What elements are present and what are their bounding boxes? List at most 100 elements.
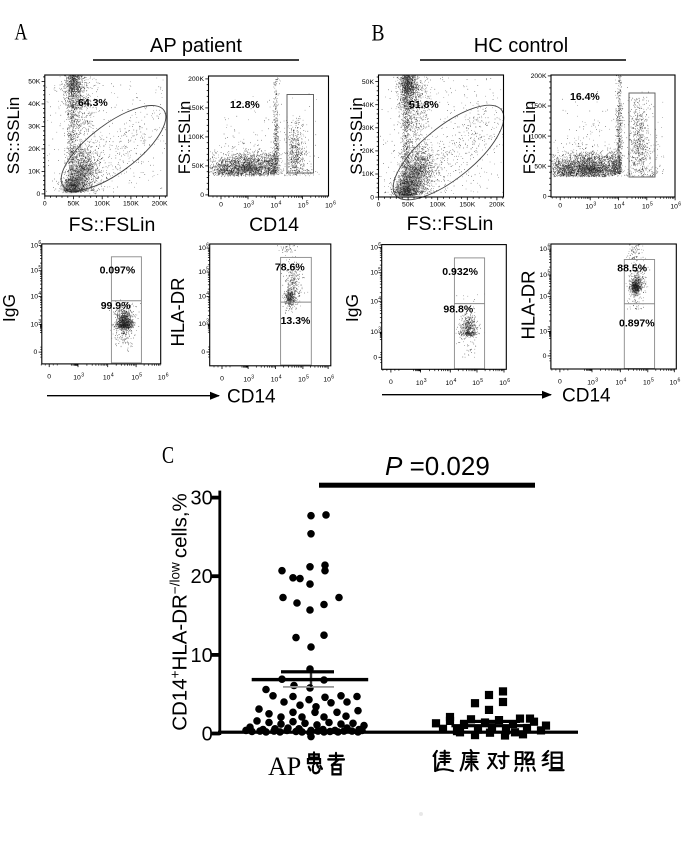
svg-text:50K: 50K — [28, 79, 41, 86]
svg-text:20: 20 — [191, 566, 213, 588]
svg-text:16.4%: 16.4% — [570, 91, 600, 103]
svg-text:10: 10 — [585, 204, 593, 211]
svg-text:6: 6 — [378, 242, 381, 248]
svg-text:HLA-DR: HLA-DR — [167, 278, 188, 347]
svg-text:50K: 50K — [402, 202, 415, 209]
svg-text:10: 10 — [243, 376, 251, 383]
svg-text:10: 10 — [30, 242, 38, 249]
svg-text:0.897%: 0.897% — [619, 318, 655, 330]
svg-text:10: 10 — [416, 380, 424, 387]
svg-text:100K: 100K — [94, 201, 110, 208]
svg-text:6: 6 — [206, 243, 209, 249]
svg-text:200K: 200K — [188, 76, 204, 83]
svg-text:4: 4 — [279, 374, 282, 380]
svg-text:10K: 10K — [28, 169, 41, 176]
svg-text:10: 10 — [616, 380, 624, 387]
svg-text:4: 4 — [622, 202, 625, 208]
svg-text:100K: 100K — [188, 134, 204, 141]
svg-text:6: 6 — [678, 378, 681, 384]
svg-text:3: 3 — [81, 372, 84, 378]
svg-text:5: 5 — [548, 269, 551, 275]
svg-text:CD14+HLA-DR−/low cells,%: CD14+HLA-DR−/low cells,% — [168, 493, 192, 731]
svg-text:150K: 150K — [188, 105, 204, 112]
svg-text:3: 3 — [593, 202, 596, 208]
svg-text:0: 0 — [219, 202, 223, 209]
svg-text:FS::FSLin: FS::FSLin — [407, 213, 494, 235]
svg-text:10: 10 — [73, 374, 81, 381]
svg-text:10: 10 — [370, 245, 378, 252]
svg-text:3: 3 — [378, 327, 381, 333]
svg-text:6: 6 — [507, 378, 510, 384]
svg-text:0: 0 — [202, 724, 213, 746]
svg-text:IgG: IgG — [0, 294, 19, 322]
svg-text:10: 10 — [587, 380, 595, 387]
svg-text:10: 10 — [642, 204, 650, 211]
svg-text:0: 0 — [37, 191, 41, 198]
svg-text:0: 0 — [47, 373, 51, 380]
svg-text:0: 0 — [43, 201, 47, 208]
svg-text:10: 10 — [271, 203, 279, 210]
svg-text:0: 0 — [201, 349, 205, 356]
svg-text:10: 10 — [472, 380, 480, 387]
svg-text:SS::SSLin: SS::SSLin — [4, 97, 23, 175]
svg-text:C: C — [162, 441, 174, 468]
svg-text:10: 10 — [191, 645, 213, 667]
svg-text:4: 4 — [279, 201, 282, 207]
svg-text:FS::FSLin: FS::FSLin — [176, 101, 194, 174]
svg-text:10: 10 — [103, 374, 111, 381]
svg-text:10: 10 — [446, 380, 454, 387]
svg-text:3: 3 — [251, 201, 254, 207]
svg-text:10: 10 — [670, 380, 678, 387]
svg-text:10K: 10K — [362, 171, 375, 178]
svg-text:0: 0 — [200, 192, 204, 199]
svg-text:A: A — [15, 21, 28, 46]
svg-text:AP patient: AP patient — [150, 35, 242, 57]
svg-text:5: 5 — [206, 267, 209, 273]
svg-text:10: 10 — [30, 321, 38, 328]
svg-text:5: 5 — [139, 372, 142, 378]
svg-text:0: 0 — [377, 202, 381, 209]
svg-text:4: 4 — [624, 378, 627, 384]
svg-text:5: 5 — [650, 202, 653, 208]
svg-text:0: 0 — [558, 379, 562, 386]
svg-text:30K: 30K — [362, 125, 375, 132]
svg-text:20K: 20K — [28, 146, 41, 153]
svg-text:0: 0 — [543, 353, 547, 360]
svg-text:10: 10 — [325, 203, 333, 210]
svg-text:4: 4 — [206, 291, 209, 297]
svg-text:10: 10 — [243, 203, 251, 210]
svg-text:50K: 50K — [534, 163, 547, 170]
svg-text:50K: 50K — [362, 79, 375, 86]
svg-text:CD14: CD14 — [249, 214, 299, 236]
svg-text:5: 5 — [651, 378, 654, 384]
svg-text:10: 10 — [158, 374, 166, 381]
svg-text:150K: 150K — [123, 201, 139, 208]
svg-text:6: 6 — [38, 240, 41, 246]
svg-text:6: 6 — [166, 372, 169, 378]
svg-text:4: 4 — [378, 296, 381, 302]
svg-text:150K: 150K — [531, 103, 547, 110]
svg-text:0: 0 — [373, 354, 377, 361]
svg-text:10: 10 — [30, 293, 38, 300]
svg-text:FS::FSLin: FS::FSLin — [521, 101, 539, 174]
svg-text:5: 5 — [306, 201, 309, 207]
svg-text:AP: AP — [268, 752, 301, 781]
svg-text:FS::FSLin: FS::FSLin — [69, 214, 156, 236]
svg-text:CD14: CD14 — [227, 387, 276, 408]
svg-text:50K: 50K — [67, 201, 80, 208]
svg-text:4: 4 — [548, 291, 551, 297]
svg-text:51.8%: 51.8% — [409, 99, 439, 111]
svg-text:30K: 30K — [28, 124, 41, 131]
svg-text:10: 10 — [198, 269, 206, 276]
svg-text:4: 4 — [38, 291, 41, 297]
svg-text:10: 10 — [540, 246, 548, 253]
svg-text:0.932%: 0.932% — [442, 266, 478, 278]
svg-text:150K: 150K — [459, 202, 475, 209]
svg-text:3: 3 — [206, 319, 209, 325]
svg-text:4: 4 — [111, 372, 114, 378]
svg-text:10: 10 — [271, 376, 279, 383]
svg-text:0: 0 — [220, 375, 224, 382]
svg-text:12.8%: 12.8% — [230, 99, 260, 111]
svg-text:3: 3 — [424, 378, 427, 384]
svg-text:0: 0 — [34, 349, 38, 356]
